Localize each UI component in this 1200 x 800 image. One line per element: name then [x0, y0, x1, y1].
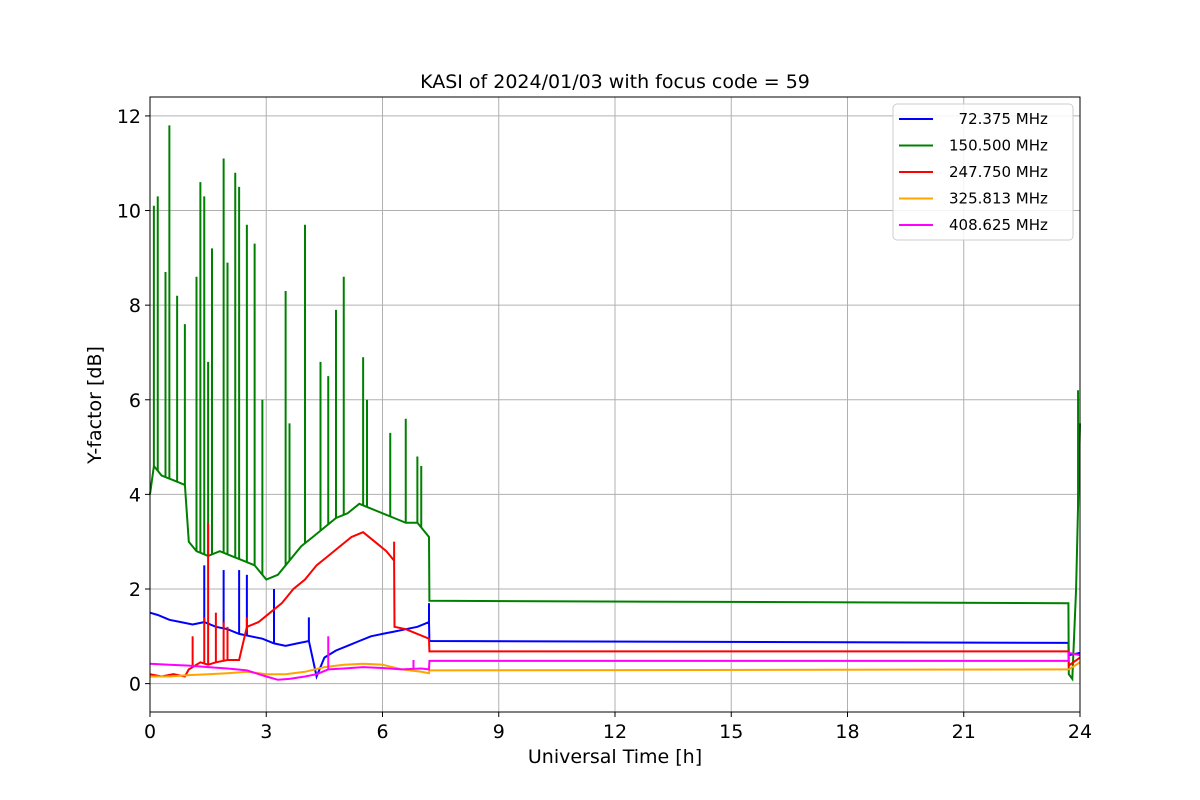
y-tick-label: 8: [129, 295, 141, 317]
series-line: [149, 423, 1081, 682]
series-line: [149, 651, 1081, 681]
legend-label: 325.813 MHz: [949, 190, 1048, 208]
legend-label: 408.625 MHz: [949, 216, 1048, 234]
x-axis-ticks: 0 3 6 9 12 15 18 21 24: [144, 712, 1092, 743]
x-tick-label: 6: [376, 721, 388, 743]
x-axis-label: Universal Time [h]: [528, 746, 702, 768]
y-tick-label: 12: [117, 106, 141, 128]
series-4: [149, 636, 1081, 681]
series-3: [150, 661, 1081, 678]
y-tick-label: 10: [117, 201, 141, 223]
x-tick-label: 9: [493, 721, 505, 743]
series-1: [149, 125, 1081, 682]
y-axis-label: Y-factor [dB]: [84, 346, 106, 465]
y-tick-label: 6: [129, 390, 141, 412]
x-tick-label: 0: [144, 721, 156, 743]
x-tick-label: 3: [260, 721, 272, 743]
legend-box: [892, 103, 1074, 241]
y-tick-label: 0: [129, 674, 141, 696]
y-tick-label: 2: [129, 579, 141, 601]
y-tick-label: 4: [129, 484, 141, 506]
x-tick-label: 15: [719, 721, 743, 743]
legend-label: 150.500 MHz: [949, 137, 1048, 155]
x-tick-label: 24: [1068, 721, 1092, 743]
x-tick-label: 12: [603, 721, 627, 743]
x-tick-label: 21: [952, 721, 976, 743]
legend: 72.375 MHz 150.500 MHz 247.750 MHz 325.813 …: [892, 103, 1074, 241]
legend-label: 72.375 MHz: [949, 110, 1048, 128]
series-line: [149, 611, 1081, 680]
series-line: [150, 661, 1081, 678]
x-tick-label: 18: [835, 721, 859, 743]
series-layer: [149, 125, 1081, 682]
y-axis-ticks: 0 2 4 6 8 10 12: [117, 106, 150, 696]
chart-title: KASI of 2024/01/03 with focus code = 59: [420, 71, 810, 93]
legend-label: 247.750 MHz: [949, 163, 1048, 181]
